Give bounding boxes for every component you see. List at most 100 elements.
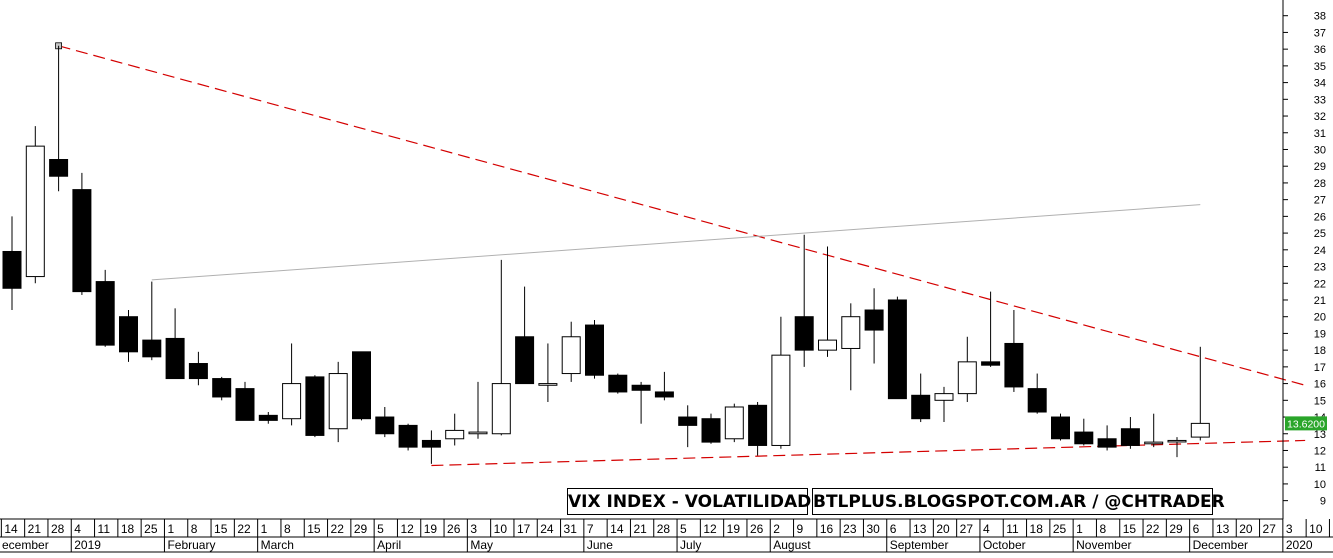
x-day-label: 29 (1169, 522, 1183, 536)
x-day-label: 17 (517, 522, 531, 536)
y-tick-label: 33 (1314, 94, 1326, 106)
last-price-label: 13.6200 (1287, 418, 1325, 430)
candle-body-up (561, 336, 581, 375)
x-day-label: 25 (1053, 522, 1067, 536)
x-month-label: February (167, 538, 215, 552)
candle-body-down (212, 378, 232, 398)
x-month-label: ecember (2, 538, 49, 552)
x-day-label: 26 (447, 522, 461, 536)
x-day-label: 14 (4, 522, 18, 536)
y-tick-label: 30 (1314, 144, 1326, 156)
candle-body-up (445, 429, 465, 440)
y-tick-label: 15 (1314, 395, 1326, 407)
candle-body-down (375, 416, 395, 435)
candle-body-down (188, 363, 208, 380)
x-day-label: 5 (377, 522, 384, 536)
trendline-1 (431, 439, 1306, 467)
candle-body-up (1190, 422, 1210, 438)
y-tick-label: 28 (1314, 178, 1326, 190)
y-tick-label: 20 (1314, 312, 1326, 324)
x-month-label: September (890, 538, 949, 552)
candle-body-down (1097, 438, 1117, 448)
x-day-label: 15 (1123, 522, 1137, 536)
candle-body-down (631, 384, 651, 391)
trendline-2 (151, 204, 1201, 281)
x-day-label: 29 (354, 522, 368, 536)
candle-body-down (515, 336, 535, 385)
x-day-label: 6 (1193, 522, 1200, 536)
candle-body-down (352, 351, 371, 420)
candle-body-down (2, 250, 22, 289)
x-day-label: 24 (540, 522, 554, 536)
y-tick-label: 35 (1314, 61, 1326, 73)
candle-body-down (1120, 428, 1140, 446)
y-tick-label: 26 (1314, 211, 1326, 223)
x-day-label: 20 (1239, 522, 1253, 536)
y-tick-label: 19 (1314, 328, 1326, 340)
candle-body-down (165, 337, 185, 380)
x-day-label: 28 (657, 522, 671, 536)
y-tick-label: 23 (1314, 262, 1326, 274)
x-day-label: 2 (773, 522, 780, 536)
x-day-label: 23 (843, 522, 857, 536)
x-month-label: May (470, 538, 493, 552)
candle-body-down (119, 316, 138, 353)
y-tick-label: 12 (1314, 445, 1326, 457)
x-day-label: 10 (494, 522, 508, 536)
trendline-0 (58, 45, 1306, 386)
x-day-label: 5 (680, 522, 687, 536)
x-day-label: 8 (191, 522, 198, 536)
x-axis: 14 21 28 4 11 18 25 1 8 15 22 1 8 15 22 29 5 12 19 26 3 10 17 2… (0, 518, 1333, 553)
candle-body-up (841, 316, 861, 349)
x-month-label: October (983, 538, 1026, 552)
x-day-label: 1 (167, 522, 174, 536)
candle-body-down (1051, 416, 1070, 440)
x-month-label: June (587, 538, 613, 552)
y-tick-label: 25 (1314, 228, 1326, 240)
y-tick-label: 16 (1314, 379, 1326, 391)
x-month-label: December (1193, 538, 1248, 552)
x-day-label: 11 (98, 522, 111, 536)
x-day-label: 11 (1006, 522, 1019, 536)
y-tick-label: 36 (1314, 44, 1326, 56)
x-day-label: 12 (400, 522, 414, 536)
x-day-label: 22 (331, 522, 345, 536)
x-month-label: 2019 (74, 538, 101, 552)
x-day-label: 16 (820, 522, 834, 536)
x-day-label: 18 (121, 522, 135, 536)
x-day-label: 22 (1146, 522, 1160, 536)
candle-body-up (491, 383, 511, 435)
y-tick-label: 24 (1314, 245, 1326, 257)
y-tick-label: 32 (1314, 111, 1326, 123)
y-axis: 9101112131415161718192021222324252627282… (1282, 0, 1327, 519)
x-day-label: 31 (564, 522, 578, 536)
x-day-label: 30 (866, 522, 880, 536)
x-day-label: 20 (936, 522, 950, 536)
candle-body-down (678, 416, 698, 426)
y-tick-label: 31 (1314, 128, 1326, 140)
candle-body-up (328, 373, 348, 430)
candle-body-down (95, 281, 115, 346)
x-day-label: 7 (587, 522, 594, 536)
x-month-label: 2020 (1286, 538, 1313, 552)
candle-body-down (398, 424, 418, 448)
candle-body-down (235, 388, 255, 421)
x-day-label: 27 (1263, 522, 1277, 536)
candle-body-up (25, 145, 45, 278)
candle-body-down (72, 189, 92, 293)
candles (2, 45, 1210, 464)
x-day-label: 22 (237, 522, 251, 536)
x-day-label: 1 (261, 522, 268, 536)
candle-body-up (771, 354, 791, 446)
x-day-label: 3 (470, 522, 477, 536)
x-month-label: April (377, 538, 401, 552)
x-day-label: 25 (144, 522, 158, 536)
candle-body-up (724, 406, 744, 440)
caption-vix-index: VIX INDEX - VOLATILIDAD (567, 488, 811, 515)
x-day-label: 13 (913, 522, 927, 536)
y-tick-label: 37 (1314, 27, 1326, 39)
y-tick-label: 29 (1314, 161, 1326, 173)
candle-body-down (794, 316, 814, 351)
y-tick-label: 13 (1314, 429, 1326, 441)
caption-blog-handle: BTLPLUS.BLOGSPOT.COM.AR / @CHTRADER (812, 488, 1225, 515)
